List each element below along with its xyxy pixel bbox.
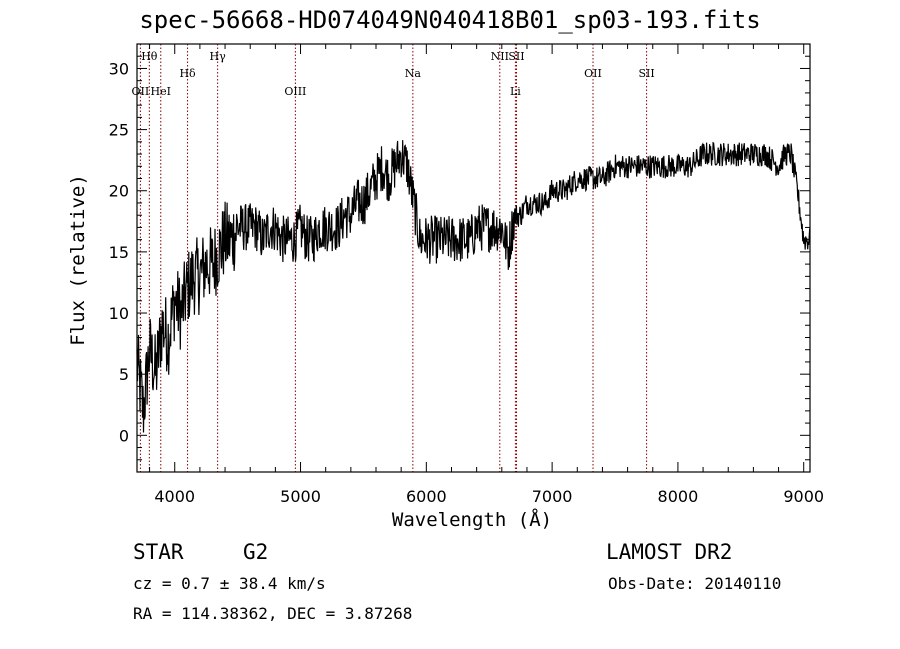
x-tick-label: 9000 [783, 487, 824, 506]
emission-line-markers [139, 44, 648, 472]
y-tick-label: 25 [109, 121, 129, 140]
x-axis-label: Wavelength (Å) [391, 509, 553, 531]
marker-label: NII [491, 50, 509, 63]
x-tick-label: 6000 [406, 487, 447, 506]
x-tick-label: 4000 [154, 487, 195, 506]
x-tick-label: 5000 [280, 487, 321, 506]
x-tick-label: 7000 [532, 487, 573, 506]
marker-label: HeI [151, 85, 171, 98]
object-subclass: G2 [243, 540, 269, 564]
marker-label: OII [132, 85, 150, 98]
spectrum-series-line [136, 140, 811, 433]
marker-label: Li [510, 85, 521, 98]
y-tick-label: 10 [109, 304, 129, 323]
x-axis-ticks: 4000 5000 6000 7000 8000 9000 [149, 44, 824, 506]
plot-frame [136, 43, 811, 473]
marker-label: Hθ [141, 50, 158, 63]
marker-label: SII [638, 67, 654, 80]
coordinates-info: RA = 114.38362, DEC = 3.87268 [133, 604, 413, 623]
marker-label: OII [584, 67, 602, 80]
marker-label: Na [405, 67, 422, 80]
survey-name: LAMOST DR2 [606, 540, 733, 564]
y-tick-label: 30 [109, 59, 129, 78]
object-type: STAR [133, 540, 184, 564]
marker-label: Hδ [179, 67, 196, 80]
redshift-info: cz = 0.7 ± 38.4 km/s [133, 574, 326, 593]
y-axis-ticks: 0 5 10 15 20 25 30 [109, 55, 810, 461]
marker-label: Hγ [210, 50, 227, 63]
y-axis-label: Flux (relative) [67, 174, 89, 346]
observation-date: Obs-Date: 20140110 [608, 574, 782, 593]
marker-label: OIII [284, 85, 306, 98]
y-tick-label: 0 [119, 426, 129, 445]
chart-title: spec-56668-HD074049N040418B01_sp03-193.f… [139, 6, 761, 34]
x-tick-label: 8000 [658, 487, 699, 506]
y-tick-label: 5 [119, 365, 129, 384]
y-tick-label: 15 [109, 243, 129, 262]
y-tick-label: 20 [109, 182, 129, 201]
marker-label: SII [508, 50, 524, 63]
